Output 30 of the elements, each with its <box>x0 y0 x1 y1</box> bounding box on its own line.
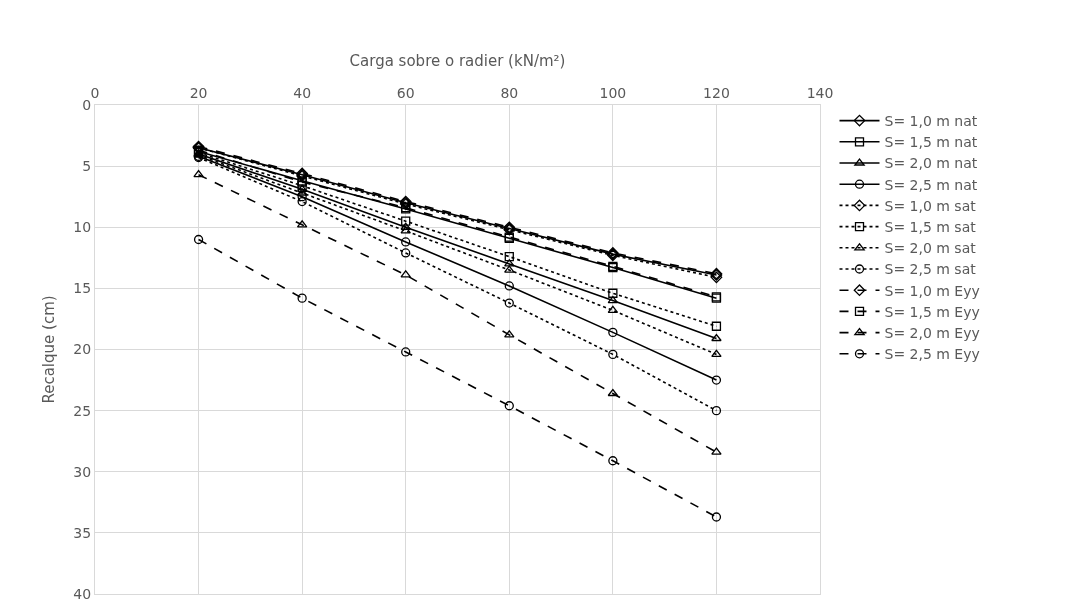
x-tick-label: 20 <box>189 85 208 102</box>
y-tick-label: 5 <box>82 158 92 175</box>
legend-label: S= 2,5 m nat <box>884 176 978 193</box>
y-tick-label: 10 <box>73 219 92 236</box>
x-tick-label: 60 <box>396 85 415 102</box>
x-tick-label: 100 <box>599 85 627 102</box>
x-tick-label: 120 <box>703 85 730 102</box>
x-axis-title: Carga sobre o radier (kN/m²) <box>349 51 566 70</box>
legend-label: S= 1,5 m nat <box>884 134 978 151</box>
legend-label: S= 1,0 m Eyy <box>884 282 980 299</box>
y-tick-label: 0 <box>82 96 92 113</box>
x-tick-label: 80 <box>500 85 519 102</box>
y-tick-label: 15 <box>73 280 92 297</box>
legend-label: S= 1,5 m Eyy <box>884 303 980 320</box>
legend-label: S= 2,0 m nat <box>884 155 978 172</box>
legend-label: S= 2,0 m Eyy <box>884 325 980 342</box>
y-tick-label: 35 <box>73 524 92 541</box>
y-tick-label: 40 <box>73 585 92 602</box>
x-tick-label: 140 <box>806 85 834 102</box>
legend-label: S= 2,5 m sat <box>884 261 977 278</box>
y-tick-label: 30 <box>73 463 92 480</box>
legend-label: S= 2,0 m sat <box>884 240 977 257</box>
y-axis-title: Recalque (cm) <box>39 295 58 404</box>
legend-label: S= 1,0 m nat <box>884 113 978 130</box>
legend-label: S= 1,0 m sat <box>884 197 977 214</box>
y-tick-label: 25 <box>73 402 92 419</box>
y-tick-label: 20 <box>73 341 92 358</box>
x-tick-label: 40 <box>293 85 312 102</box>
legend-label: S= 2,5 m Eyy <box>884 346 980 363</box>
legend-label: S= 1,5 m sat <box>884 219 977 236</box>
